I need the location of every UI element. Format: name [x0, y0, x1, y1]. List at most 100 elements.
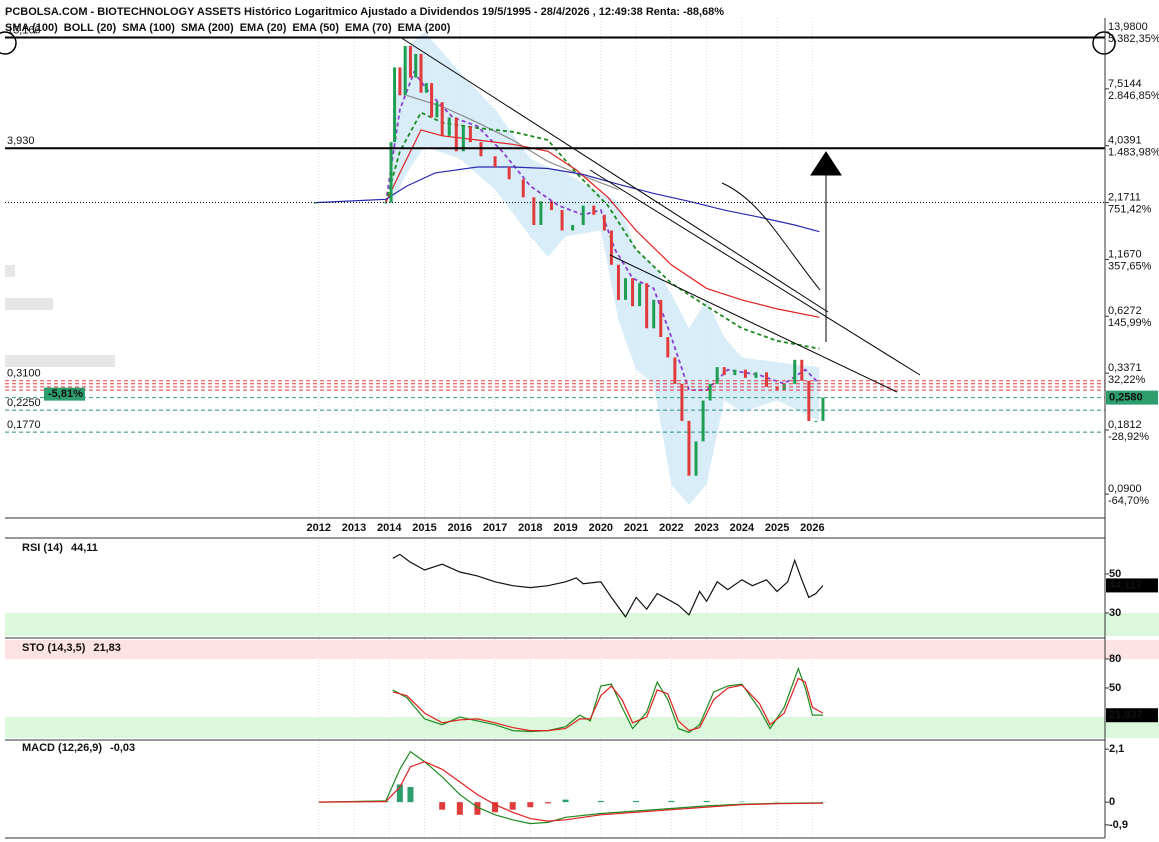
legend-entry: SMA (100) — [5, 22, 58, 34]
candle — [468, 126, 472, 143]
trend-curve — [721, 182, 821, 291]
candle — [616, 264, 620, 300]
candle — [631, 278, 635, 307]
y-tick-label: 13,9800 — [1108, 21, 1148, 33]
candle — [602, 214, 606, 231]
last-value-box — [1106, 708, 1158, 723]
overbought-zone — [5, 640, 1159, 659]
candle — [765, 372, 769, 387]
y-tick-pct: -28,92% — [1108, 431, 1149, 443]
level-label: 3,930 — [7, 135, 35, 147]
y-tick-label: 0,0900 — [1108, 483, 1142, 495]
candle — [821, 397, 825, 421]
x-tick-label: 2018 — [518, 522, 542, 534]
y-tick-label: 4,0391 — [1108, 135, 1142, 147]
candle — [743, 369, 747, 378]
histogram-bar — [597, 800, 604, 803]
candle — [673, 357, 677, 384]
candle — [447, 117, 451, 136]
candle — [461, 126, 465, 152]
x-tick-label: 2021 — [624, 522, 648, 534]
trend-line — [399, 36, 829, 313]
series-line — [318, 761, 823, 822]
series-line — [384, 111, 820, 350]
candle — [775, 386, 779, 391]
candle — [571, 224, 575, 231]
blurred-box — [5, 265, 15, 277]
y-tick-label: 0 — [1109, 796, 1115, 808]
oversold-zone — [5, 717, 1159, 738]
candle — [701, 400, 705, 442]
blurred-box — [5, 298, 53, 310]
level-label: 0,3100 — [7, 368, 41, 380]
candle — [398, 67, 402, 96]
last-price-label: 0,2580 — [1109, 392, 1143, 404]
histogram-bar — [544, 802, 551, 804]
y-tick-pct: 32,22% — [1108, 374, 1146, 386]
candle — [715, 367, 719, 384]
candle — [659, 299, 663, 338]
trend-line — [589, 169, 921, 376]
candle — [793, 359, 797, 384]
candle — [722, 367, 726, 376]
candle — [403, 45, 407, 96]
panel-title: STO (14,3,5) — [22, 642, 86, 654]
histogram-bar — [396, 784, 403, 803]
candle — [652, 299, 656, 329]
legend-entry: SMA (100) — [122, 22, 175, 34]
x-tick-label: 2026 — [800, 522, 824, 534]
x-tick-label: 2020 — [589, 522, 613, 534]
candle — [687, 420, 691, 476]
histogram-bar — [456, 802, 463, 815]
chart-title: PCBOLSA.COM - BIOTECHNOLOGY ASSETS Histó… — [5, 6, 724, 18]
x-tick-label: 2013 — [342, 522, 366, 534]
y-tick-label: 2,1711 — [1108, 191, 1141, 203]
x-tick-label: 2015 — [412, 522, 436, 534]
candle — [454, 117, 458, 152]
histogram-bar — [439, 802, 446, 810]
y-tick-label: 30 — [1109, 607, 1121, 619]
oversold-zone — [5, 612, 1159, 636]
legend-entry: EMA (70) — [345, 22, 392, 34]
y-tick-label: 50 — [1109, 682, 1121, 694]
histogram-bar — [703, 800, 710, 803]
circle-marker — [1092, 31, 1116, 55]
y-tick-label: 1,1670 — [1108, 248, 1142, 260]
y-tick-label: 0,6272 — [1108, 305, 1142, 317]
x-tick-label: 2014 — [377, 522, 402, 534]
candle — [680, 383, 684, 421]
y-tick-pct: 751,42% — [1108, 203, 1152, 215]
legend-entry: EMA (20) — [240, 22, 287, 34]
candle — [549, 201, 553, 211]
candle — [435, 102, 439, 118]
panel-title: RSI (14) — [22, 542, 63, 554]
plot-area — [392, 666, 824, 734]
candle — [424, 83, 428, 93]
y-tick-label: 0,3371 — [1108, 362, 1142, 374]
histogram-bar — [527, 802, 534, 808]
candle — [592, 205, 596, 215]
x-tick-label: 2024 — [730, 522, 755, 534]
arrow-head — [810, 151, 842, 176]
candle — [521, 179, 525, 198]
y-tick-label: 50 — [1109, 568, 1121, 580]
y-tick-label: 7,5144 — [1108, 78, 1142, 90]
plot-area — [318, 750, 826, 825]
y-tick-pct: 145,99% — [1108, 317, 1152, 329]
candle — [666, 337, 670, 358]
y-tick-pct: 5.382,35% — [1108, 33, 1159, 45]
last-price-box — [1106, 390, 1158, 405]
histogram-bar — [509, 802, 516, 810]
y-tick-pct: -64,70% — [1108, 495, 1149, 507]
level-label: 0,1770 — [7, 419, 41, 431]
candle — [419, 53, 423, 93]
y-tick-label: -0,9 — [1109, 819, 1128, 831]
candle — [609, 230, 613, 265]
last-value-label: 44,117 — [1109, 579, 1142, 591]
background-layer — [5, 265, 115, 367]
legend-entry: BOLL (20) — [64, 22, 117, 34]
trend-line — [609, 254, 898, 393]
histogram-bar — [474, 802, 481, 815]
y-tick-label: 2,1 — [1109, 743, 1124, 755]
